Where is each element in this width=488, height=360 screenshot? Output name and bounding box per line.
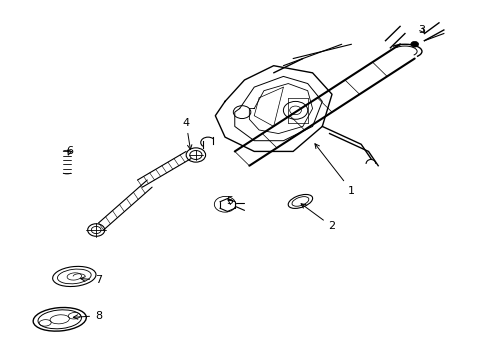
Text: 6: 6 [66, 147, 73, 157]
Text: 1: 1 [314, 144, 354, 196]
Text: 7: 7 [81, 275, 102, 285]
Circle shape [410, 41, 418, 47]
Text: 2: 2 [301, 204, 335, 231]
Text: 3: 3 [418, 25, 425, 35]
Text: 5: 5 [226, 197, 233, 206]
Text: 4: 4 [182, 118, 191, 149]
Text: 8: 8 [73, 311, 102, 321]
